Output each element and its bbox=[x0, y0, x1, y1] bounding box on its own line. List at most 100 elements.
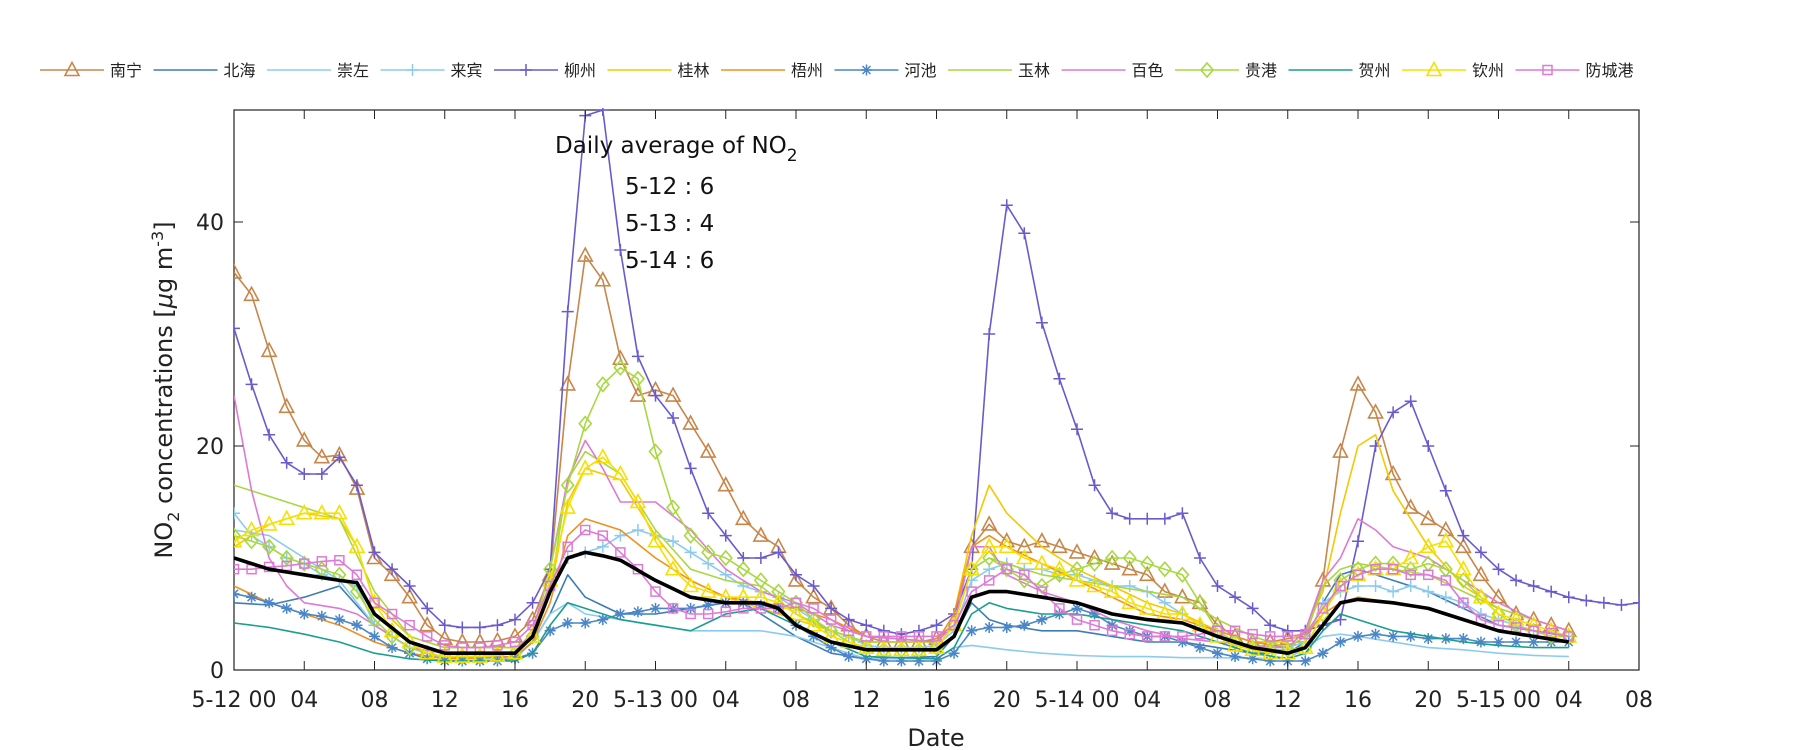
x-tick-label-2: 08 bbox=[361, 688, 389, 713]
series-12-point-41 bbox=[945, 616, 963, 632]
series-12-point-7 bbox=[348, 537, 366, 554]
series-4-point-3 bbox=[280, 456, 293, 469]
series-0-point-47 bbox=[1051, 537, 1068, 554]
series-7-point-46 bbox=[1036, 614, 1048, 626]
series-3-point-68 bbox=[1422, 585, 1435, 598]
series-0-point-25 bbox=[664, 386, 682, 402]
series-13-point-49 bbox=[1089, 619, 1100, 631]
series-13-point-58 bbox=[1247, 628, 1258, 640]
series-4-point-45 bbox=[1018, 227, 1031, 240]
series-4-point-71 bbox=[1474, 546, 1487, 559]
axes-layer: 0 20 40 5-12 00 04 08 12 16 20 5-13 00 04 08 12 16 20 5… bbox=[192, 110, 1653, 713]
series-4-point-33 bbox=[807, 580, 820, 592]
x-tick-label-19: 04 bbox=[1555, 688, 1583, 713]
legend-marker-0 bbox=[63, 60, 81, 77]
series-13-point-60 bbox=[1282, 631, 1293, 642]
series-0-point-66 bbox=[1384, 464, 1402, 481]
legend-entry-8: 玉林 bbox=[948, 61, 1050, 80]
series-13-point-40 bbox=[931, 631, 942, 642]
series-7-point-63 bbox=[1334, 636, 1346, 648]
legend-label-4: 柳州 bbox=[564, 61, 596, 80]
series-7-point-30 bbox=[755, 599, 767, 611]
series-13-point-27 bbox=[702, 608, 714, 620]
legend-entry-2: 崇左 bbox=[267, 61, 369, 80]
series-10-point-34 bbox=[824, 622, 839, 640]
series-7-point-27 bbox=[702, 599, 714, 611]
series-10-point-67 bbox=[1403, 560, 1418, 578]
series-0-point-28 bbox=[717, 476, 735, 492]
series-4-point-80 bbox=[1633, 596, 1639, 609]
series-7-point-75 bbox=[1545, 636, 1557, 648]
series-4-point-21 bbox=[596, 108, 609, 116]
series-3-point-49 bbox=[1088, 574, 1101, 587]
series-4-point-5 bbox=[315, 468, 328, 480]
legend-label-5: 桂林 bbox=[678, 61, 710, 80]
series-10-point-36 bbox=[859, 639, 874, 656]
series-7-point-38 bbox=[895, 655, 907, 667]
series-7-point-3 bbox=[281, 602, 293, 614]
series-10-point-38 bbox=[894, 641, 909, 659]
x-tick-label-10: 16 bbox=[923, 688, 951, 713]
series-13-point-11 bbox=[421, 631, 433, 642]
series-12-point-1 bbox=[243, 520, 260, 537]
legend-entry-12: 钦州 bbox=[1402, 60, 1504, 80]
series-4-point-79 bbox=[1615, 599, 1628, 612]
series-7-point-22 bbox=[614, 608, 626, 620]
series-13-point-59 bbox=[1264, 631, 1276, 642]
series-4-point-43 bbox=[983, 328, 996, 340]
series-13-point-19 bbox=[562, 541, 573, 553]
series-12-point-51 bbox=[1121, 593, 1139, 610]
chart-legend: 南宁 北海 崇左 来宾 柳州 桂林 梧州 河池 玉林 百色 贵港 贺州 钦州 防城港 bbox=[40, 60, 1634, 80]
series-10-point-23 bbox=[630, 370, 645, 388]
series-13-point-0 bbox=[234, 563, 240, 575]
series-12-point-68 bbox=[1419, 537, 1437, 554]
series-13-point-50 bbox=[1106, 625, 1118, 637]
series-7-point-36 bbox=[860, 653, 872, 665]
series-4-point-51 bbox=[1123, 512, 1136, 525]
x-tick-label-4: 16 bbox=[501, 688, 529, 713]
series-4-point-64 bbox=[1352, 535, 1364, 548]
x-tick-label-20: 08 bbox=[1625, 688, 1653, 713]
series-7-point-43 bbox=[983, 621, 995, 633]
series-3-point-66 bbox=[1387, 585, 1400, 598]
series-13-point-64 bbox=[1352, 569, 1364, 581]
series-0-point-45 bbox=[1015, 537, 1033, 554]
series-layer bbox=[234, 108, 1639, 667]
x-tick-label-3: 12 bbox=[431, 688, 459, 713]
series-10-point-42 bbox=[964, 560, 979, 578]
series-7-point-50 bbox=[1106, 619, 1118, 631]
x-tick-label-9: 12 bbox=[852, 688, 880, 713]
series-0-point-43 bbox=[980, 515, 998, 531]
series-10-point-66 bbox=[1386, 555, 1401, 572]
series-7-point-56 bbox=[1212, 647, 1223, 659]
series-3-point-23 bbox=[631, 524, 644, 536]
series-7-point-7 bbox=[351, 619, 363, 631]
series-4-point-44 bbox=[1000, 199, 1013, 212]
series-12-point-52 bbox=[1138, 599, 1156, 615]
series-7-point-9 bbox=[386, 642, 398, 654]
series-12-point-66 bbox=[1384, 560, 1402, 576]
series-4-point-67 bbox=[1404, 395, 1417, 408]
series-13-point-9 bbox=[386, 608, 398, 620]
series-10-point-33 bbox=[806, 611, 821, 628]
x-tick-label-15: 12 bbox=[1274, 688, 1302, 713]
x-tick-label-11: 20 bbox=[993, 688, 1021, 713]
series-10-point-65 bbox=[1368, 555, 1383, 572]
series-4-point-12 bbox=[438, 619, 451, 632]
series-0-point-20 bbox=[576, 246, 594, 262]
series-0-point-30 bbox=[752, 526, 770, 542]
series-4-point-39 bbox=[912, 624, 925, 637]
series-4-point-74 bbox=[1527, 580, 1540, 592]
series-12-point-44 bbox=[998, 537, 1016, 554]
series-0-point-9 bbox=[383, 565, 401, 582]
series-7-point-49 bbox=[1089, 608, 1101, 620]
series-10-point-27 bbox=[701, 544, 716, 561]
series-12-point-3 bbox=[278, 509, 296, 526]
series-12-point-50 bbox=[1103, 582, 1121, 598]
series-12-point-26 bbox=[682, 576, 699, 593]
series-4-point-68 bbox=[1422, 440, 1435, 452]
series-4-point-2 bbox=[263, 428, 276, 441]
series-10-point-22 bbox=[613, 359, 628, 376]
series-13-point-22 bbox=[615, 547, 626, 558]
series-12-point-49 bbox=[1086, 576, 1103, 593]
